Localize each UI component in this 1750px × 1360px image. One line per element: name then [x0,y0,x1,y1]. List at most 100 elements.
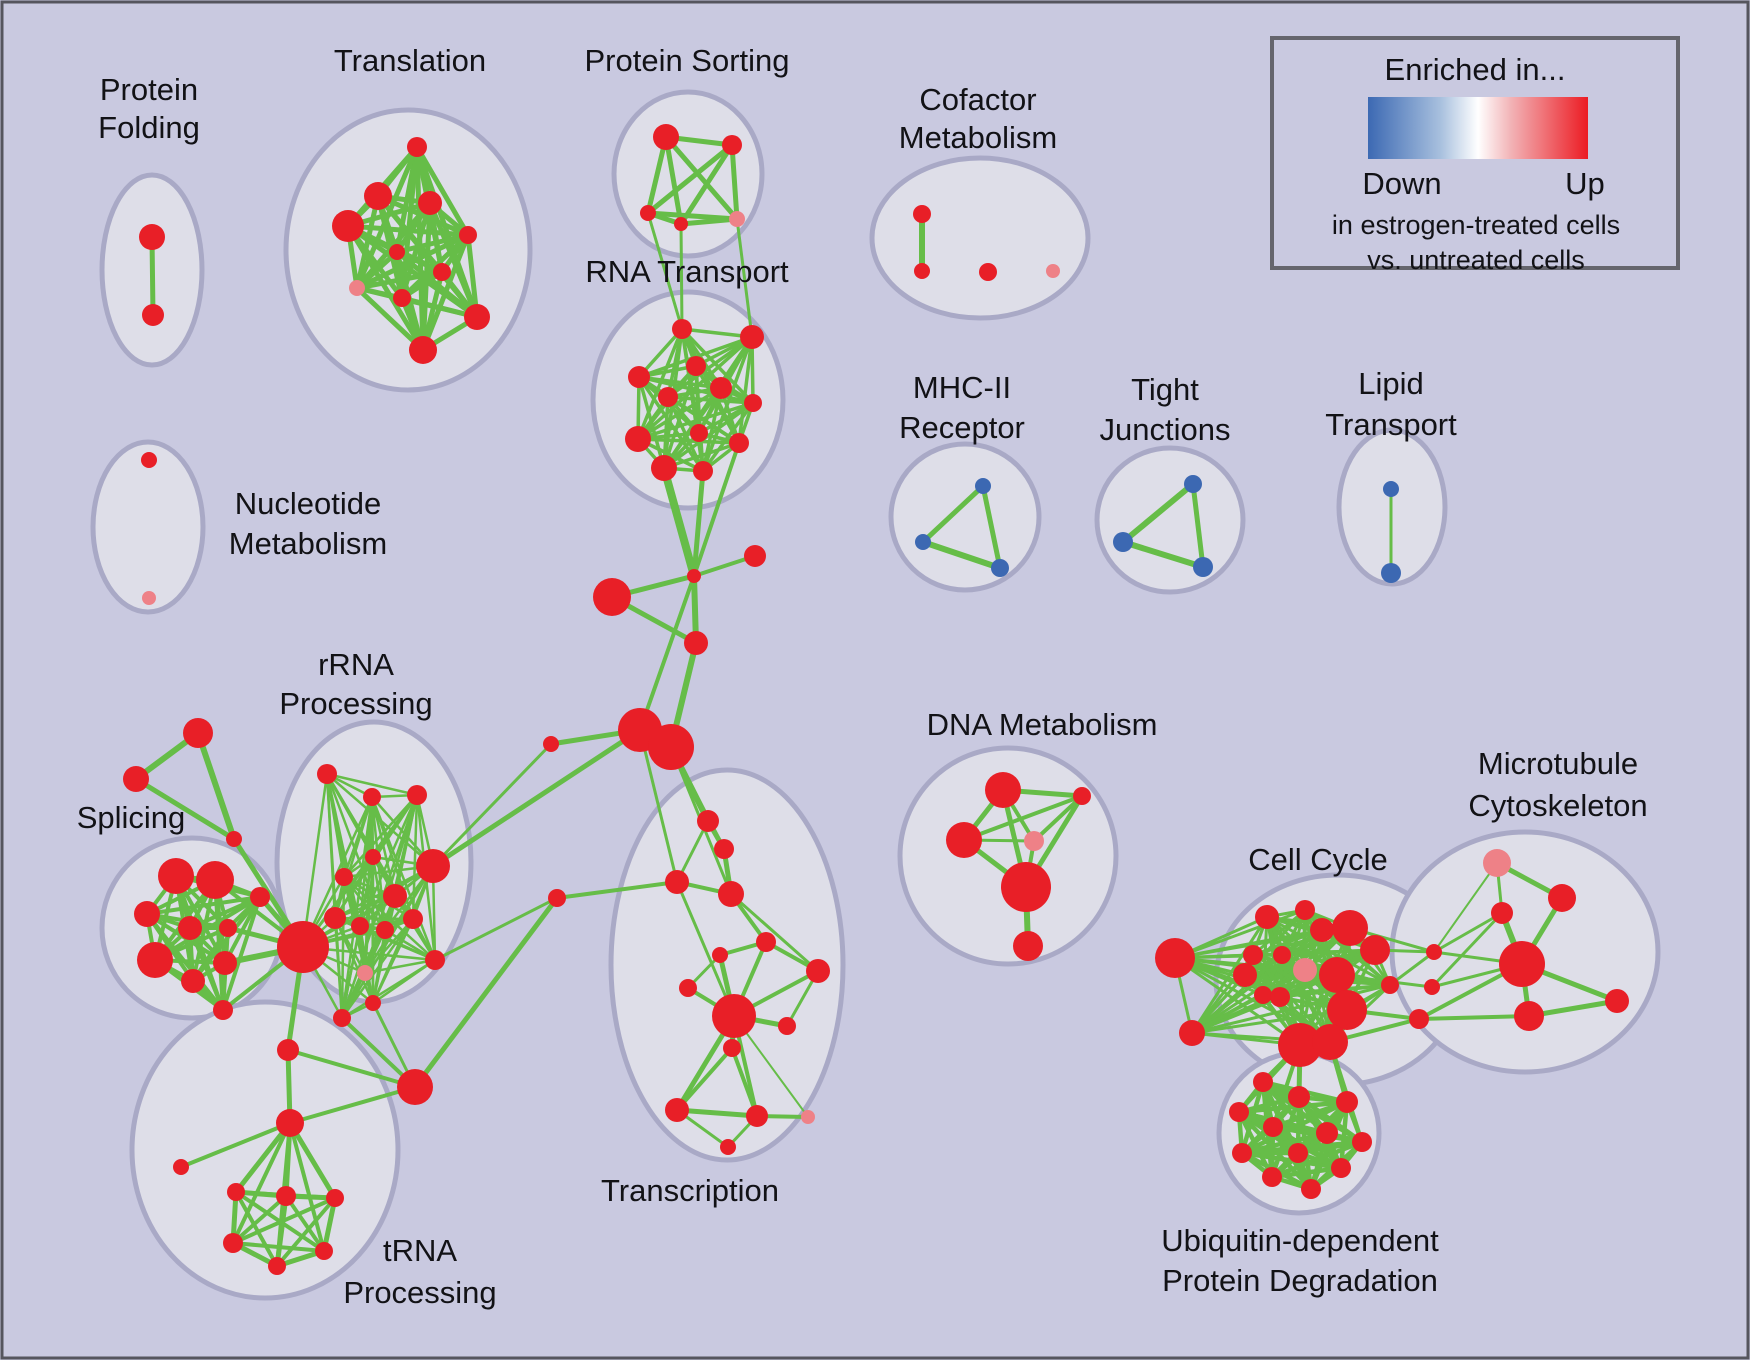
gene-set-node [628,366,650,388]
gene-set-node [1316,1122,1338,1144]
cluster-label-lip: Lipid [1358,366,1424,401]
gene-set-node [403,909,423,929]
inter-cluster-edge [412,895,560,1090]
gene-set-node [276,1186,296,1206]
network-edge [1280,948,1377,957]
legend-down-label: Down [1362,166,1441,201]
gene-set-node [123,766,149,792]
network-edge [1190,953,1284,1035]
network-edge [288,1085,417,1125]
cluster-label-pf: Folding [98,110,200,145]
network-edge [1120,481,1196,545]
gene-set-node [975,478,991,494]
network-edge [370,795,437,962]
gene-set-node [744,545,766,567]
cluster-label-rrna: rRNA [318,647,394,682]
gene-set-node [915,534,931,550]
cluster-label-cc: Cell Cycle [1248,842,1388,877]
network-edge [363,917,415,975]
network-edge [340,958,437,1020]
network-edge [678,142,735,227]
gene-set-node [1381,563,1401,583]
gene-set-node [178,916,202,940]
gene-set-node [1253,1072,1273,1092]
gene-set-node [979,263,997,281]
gene-set-node [723,1039,741,1057]
cluster-label-trna: Processing [343,1275,496,1310]
inter-cluster-edge [692,441,741,578]
cluster-label-spl: Splicing [77,800,186,835]
gene-set-node [1193,557,1213,577]
gene-set-node [1179,1020,1205,1046]
gene-set-node [181,969,205,993]
gene-set-node [756,932,776,952]
network-edge [1190,915,1269,1035]
network-edge [394,232,471,255]
network-edge [1338,1099,1350,1171]
gene-set-node [376,921,394,939]
network-edge [221,895,262,1012]
network-edge [737,335,754,445]
gene-set-node [690,424,708,442]
gene-set-node [625,426,651,452]
gene-set-node [349,280,365,296]
network-edge [636,386,723,441]
gene-set-node [1301,1179,1321,1199]
gene-set-node [1499,941,1545,987]
gene-set-node [1331,1158,1351,1178]
network-edge [275,1196,337,1268]
network-edge [287,1120,338,1201]
gene-set-node [1288,1086,1310,1108]
gene-set-node [687,569,701,583]
cluster-label-ps: Protein Sorting [584,43,789,78]
gene-set-node [326,1189,344,1207]
gene-set-node [364,182,392,210]
gene-set-node [173,1159,189,1175]
gene-set-node [1491,902,1513,924]
gene-set-node [710,377,732,399]
cluster-label-mhc: Receptor [899,410,1025,445]
network-edge [1269,1165,1344,1180]
gene-set-node [1352,1132,1372,1152]
gene-set-node [1426,944,1442,960]
network-edge [340,793,419,1020]
gene-set-node [277,921,329,973]
network-edge [286,1048,417,1089]
inter-cluster-edge [691,468,706,579]
network-edge [636,327,684,441]
network-edge [1430,911,1504,989]
gene-set-node [640,205,656,221]
gene-set-node [686,356,706,376]
network-edge [729,892,820,973]
gene-set-node [718,881,744,907]
gene-set-node [1409,1009,1429,1029]
gene-set-node [183,718,213,748]
cluster-ellipse-tj [1094,445,1246,595]
cluster-label-pf: Protein [100,72,198,107]
cluster-label-lip: Transport [1325,407,1457,442]
inter-cluster-edge [660,464,698,580]
network-edge [1032,794,1084,843]
network-edge [663,134,740,222]
gene-set-node [1001,862,1051,912]
network-edge [980,483,1003,571]
gene-set-node [1336,1091,1358,1113]
gene-set-node [416,849,450,883]
network-edge [321,1195,338,1254]
network-edge [340,917,415,1020]
network-edge [1236,1099,1350,1115]
cluster-label-txn: Transcription [601,1173,779,1208]
gene-set-node [365,995,381,1011]
cluster-label-nuc: Metabolism [229,526,388,561]
network-edge [1190,1008,1349,1035]
inter-cluster-edge [1388,950,1436,987]
gene-set-node [1327,990,1367,1030]
gene-set-node [383,884,407,908]
cluster-label-tr: Translation [334,43,486,78]
gene-set-node [1293,958,1317,982]
gene-set-node [1383,481,1399,497]
network-edge [637,375,755,405]
